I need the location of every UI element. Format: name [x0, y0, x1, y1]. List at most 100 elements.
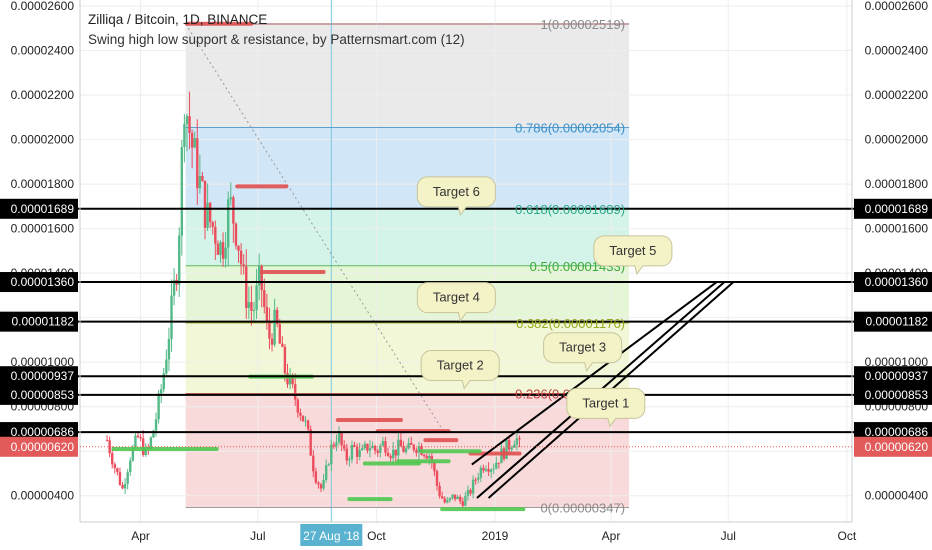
- target-badge-right-label: 0.00000937: [865, 369, 929, 383]
- candle-body: [350, 445, 354, 460]
- candle-body: [327, 464, 330, 466]
- target-badge-left: [0, 366, 78, 387]
- right-tick-label: 0.00002600: [865, 0, 929, 13]
- candle-body: [201, 175, 204, 181]
- candle-body: [497, 462, 501, 464]
- time-tick-label: Jul: [250, 529, 265, 543]
- candle-body: [319, 484, 323, 489]
- target-callout[interactable]: Target 1: [566, 387, 646, 428]
- candle-body: [180, 147, 184, 236]
- candle-body: [363, 443, 367, 449]
- current-price-badge-right: [854, 436, 932, 457]
- target-callout[interactable]: Target 4: [416, 282, 496, 322]
- candle-body: [227, 199, 230, 248]
- candle-body: [178, 235, 181, 285]
- target-callout[interactable]: Target 2: [420, 350, 500, 390]
- candle-body: [263, 290, 266, 307]
- candle-body: [232, 197, 235, 224]
- target-badge-left: [0, 384, 78, 405]
- candle-body: [224, 247, 227, 259]
- candle-body: [451, 494, 454, 498]
- candle-body: [435, 471, 439, 486]
- candle-body: [477, 477, 480, 480]
- candle-body: [430, 455, 434, 463]
- candle-body: [255, 285, 258, 311]
- candle-body: [513, 444, 516, 448]
- candle-body: [453, 494, 457, 500]
- candle-body: [234, 223, 238, 246]
- candle-body: [118, 472, 122, 485]
- target-callout[interactable]: Target 6: [416, 176, 496, 217]
- candle-body: [433, 462, 436, 472]
- time-axis[interactable]: Apr Jul Oct 2019 Apr Jul Oct 27 Aug '18: [80, 521, 857, 546]
- candle-body: [288, 375, 292, 385]
- target-badge-left: [0, 198, 78, 219]
- target-badge-right-label: 0.00000686: [865, 425, 929, 439]
- candle-body: [410, 442, 413, 445]
- candle-body: [371, 446, 374, 449]
- candle-body: [265, 306, 269, 322]
- callout-bubble: [566, 387, 646, 428]
- candle-body: [461, 501, 464, 506]
- candle-body: [299, 412, 302, 416]
- callout-label: Target 1: [582, 395, 629, 410]
- candle-body: [324, 465, 328, 480]
- candle-body: [314, 471, 318, 483]
- candle-body: [466, 489, 470, 496]
- target-badge-left-label: 0.00001689: [11, 202, 75, 216]
- target-badge-right: [854, 384, 932, 405]
- candle-body: [283, 346, 287, 374]
- candle-body: [188, 116, 191, 134]
- candle-body: [260, 265, 263, 291]
- indicator-label: Swing high low support & resistance, by …: [88, 32, 465, 47]
- candle-body: [379, 445, 382, 453]
- candle-body: [304, 420, 307, 422]
- channel-line[interactable]: [471, 281, 718, 466]
- candle-body: [479, 467, 483, 478]
- candle-body: [134, 435, 137, 447]
- target-callouts[interactable]: Target 1 Target 2 Target 3 Target 4 Target 5…: [416, 176, 673, 428]
- target-badge-right: [854, 198, 932, 219]
- candle-body: [239, 250, 243, 265]
- callout-bubble: [416, 282, 496, 322]
- right-tick-label: 0.00000400: [865, 489, 929, 503]
- crosshair-date-label: 27 Aug '18: [303, 529, 360, 543]
- callout-bubble: [593, 235, 673, 276]
- candle-body: [165, 359, 168, 374]
- callout-label: Target 4: [433, 290, 480, 305]
- candle-body: [172, 279, 176, 296]
- candle-body: [500, 448, 503, 464]
- candle-body: [185, 116, 189, 125]
- candle-body: [183, 124, 186, 148]
- candle-body: [469, 489, 472, 494]
- candle-body: [446, 500, 449, 503]
- fib-zone: [185, 393, 630, 508]
- candle-body: [340, 432, 343, 446]
- candle-body: [345, 448, 348, 461]
- target-callout[interactable]: Target 5: [593, 235, 673, 276]
- candle-body: [121, 484, 124, 489]
- fib-zone: [185, 208, 630, 266]
- left-tick-label: 0.00002400: [11, 44, 75, 58]
- candle-body: [152, 430, 155, 438]
- candle-body: [376, 450, 379, 453]
- candle-body: [312, 455, 315, 472]
- dotted-trend-line: [185, 23, 444, 432]
- left-tick-label: 0.00002200: [11, 88, 75, 102]
- candle-body: [495, 462, 498, 469]
- target-badge-right: [854, 272, 932, 293]
- time-tick-label: Oct: [367, 529, 386, 543]
- candle-body: [337, 432, 341, 443]
- target-badge-left: [0, 272, 78, 293]
- right-tick-label: 0.00001800: [865, 177, 929, 191]
- candle-body: [203, 180, 207, 228]
- candle-body: [167, 339, 171, 360]
- candle-body: [237, 245, 240, 251]
- candle-body: [330, 444, 333, 465]
- candle-body: [268, 321, 271, 339]
- candle-body: [317, 482, 320, 485]
- left-tick-label: 0.00000400: [11, 489, 75, 503]
- target-callout[interactable]: Target 3: [543, 332, 623, 372]
- candle-body: [257, 265, 261, 286]
